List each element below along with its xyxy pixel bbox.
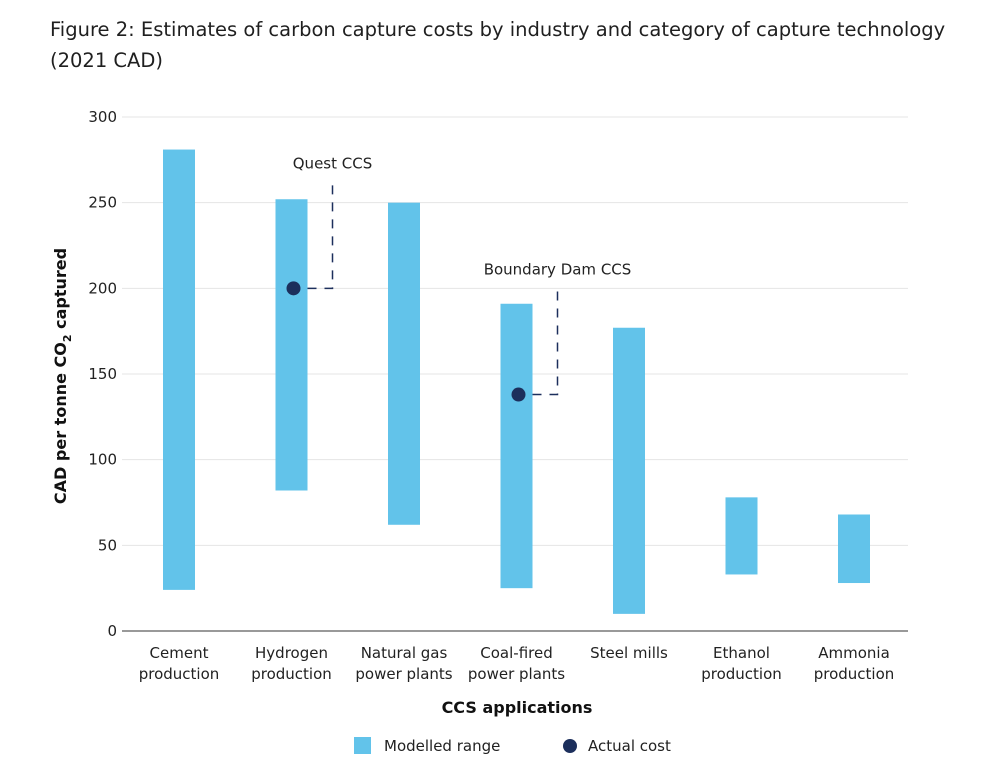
range-bar	[500, 303, 533, 589]
range-bar	[275, 199, 308, 491]
range-bars	[163, 149, 870, 614]
figure-title: Figure 2: Estimates of carbon capture co…	[50, 18, 946, 72]
category-label: power plants	[355, 665, 452, 683]
y-axis-title-tail: captured	[51, 248, 70, 335]
legend-range-label: Modelled range	[384, 737, 500, 755]
category-label: Ethanol	[713, 644, 770, 662]
y-tick-label: 100	[88, 451, 117, 469]
category-label: Coal-fired	[480, 644, 552, 662]
category-label: Cement	[150, 644, 209, 662]
annotations: Quest CCS Boundary Dam CCS	[293, 154, 632, 396]
legend-range-swatch	[354, 737, 371, 754]
actual-cost-point	[511, 387, 526, 402]
category-label: power plants	[468, 665, 565, 683]
range-bar	[388, 202, 420, 525]
category-label: Steel mills	[590, 644, 668, 662]
y-axis-title-main: CAD per tonne CO	[51, 342, 70, 504]
category-label: Hydrogen	[255, 644, 328, 662]
annotation-label: Quest CCS	[293, 154, 372, 172]
annotation-leader-line	[532, 290, 559, 396]
y-tick-label: 300	[88, 108, 117, 126]
range-bar	[613, 327, 645, 614]
y-axis-title-subscript: 2	[61, 334, 74, 342]
category-label: production	[701, 665, 782, 683]
category-label: production	[139, 665, 220, 683]
y-tick-label: 250	[88, 194, 117, 212]
y-axis-ticks: 0 50 100 150 200 250 300	[88, 108, 117, 640]
legend-actual-label: Actual cost	[588, 737, 671, 755]
y-tick-label: 50	[98, 536, 117, 554]
y-axis-title: CAD per tonne CO2 captured	[51, 248, 74, 504]
category-label: Natural gas	[361, 644, 448, 662]
range-bar	[725, 497, 758, 575]
legend-actual-swatch	[563, 739, 577, 753]
legend: Modelled range Actual cost	[354, 737, 671, 755]
range-bar	[163, 149, 195, 590]
range-bar	[838, 514, 870, 584]
y-tick-label: 200	[88, 279, 117, 297]
y-tick-label: 0	[107, 622, 117, 640]
actual-cost-points	[286, 281, 526, 402]
annotation-label: Boundary Dam CCS	[484, 261, 632, 279]
category-label: production	[814, 665, 895, 683]
category-label: production	[251, 665, 332, 683]
actual-cost-point	[286, 281, 301, 296]
x-axis-categories: Cement production Hydrogen production Natura…	[139, 644, 895, 683]
y-tick-label: 150	[88, 365, 117, 383]
x-axis-title: CCS applications	[442, 698, 593, 717]
category-label: Ammonia	[818, 644, 890, 662]
annotation-leader-line	[307, 184, 334, 290]
